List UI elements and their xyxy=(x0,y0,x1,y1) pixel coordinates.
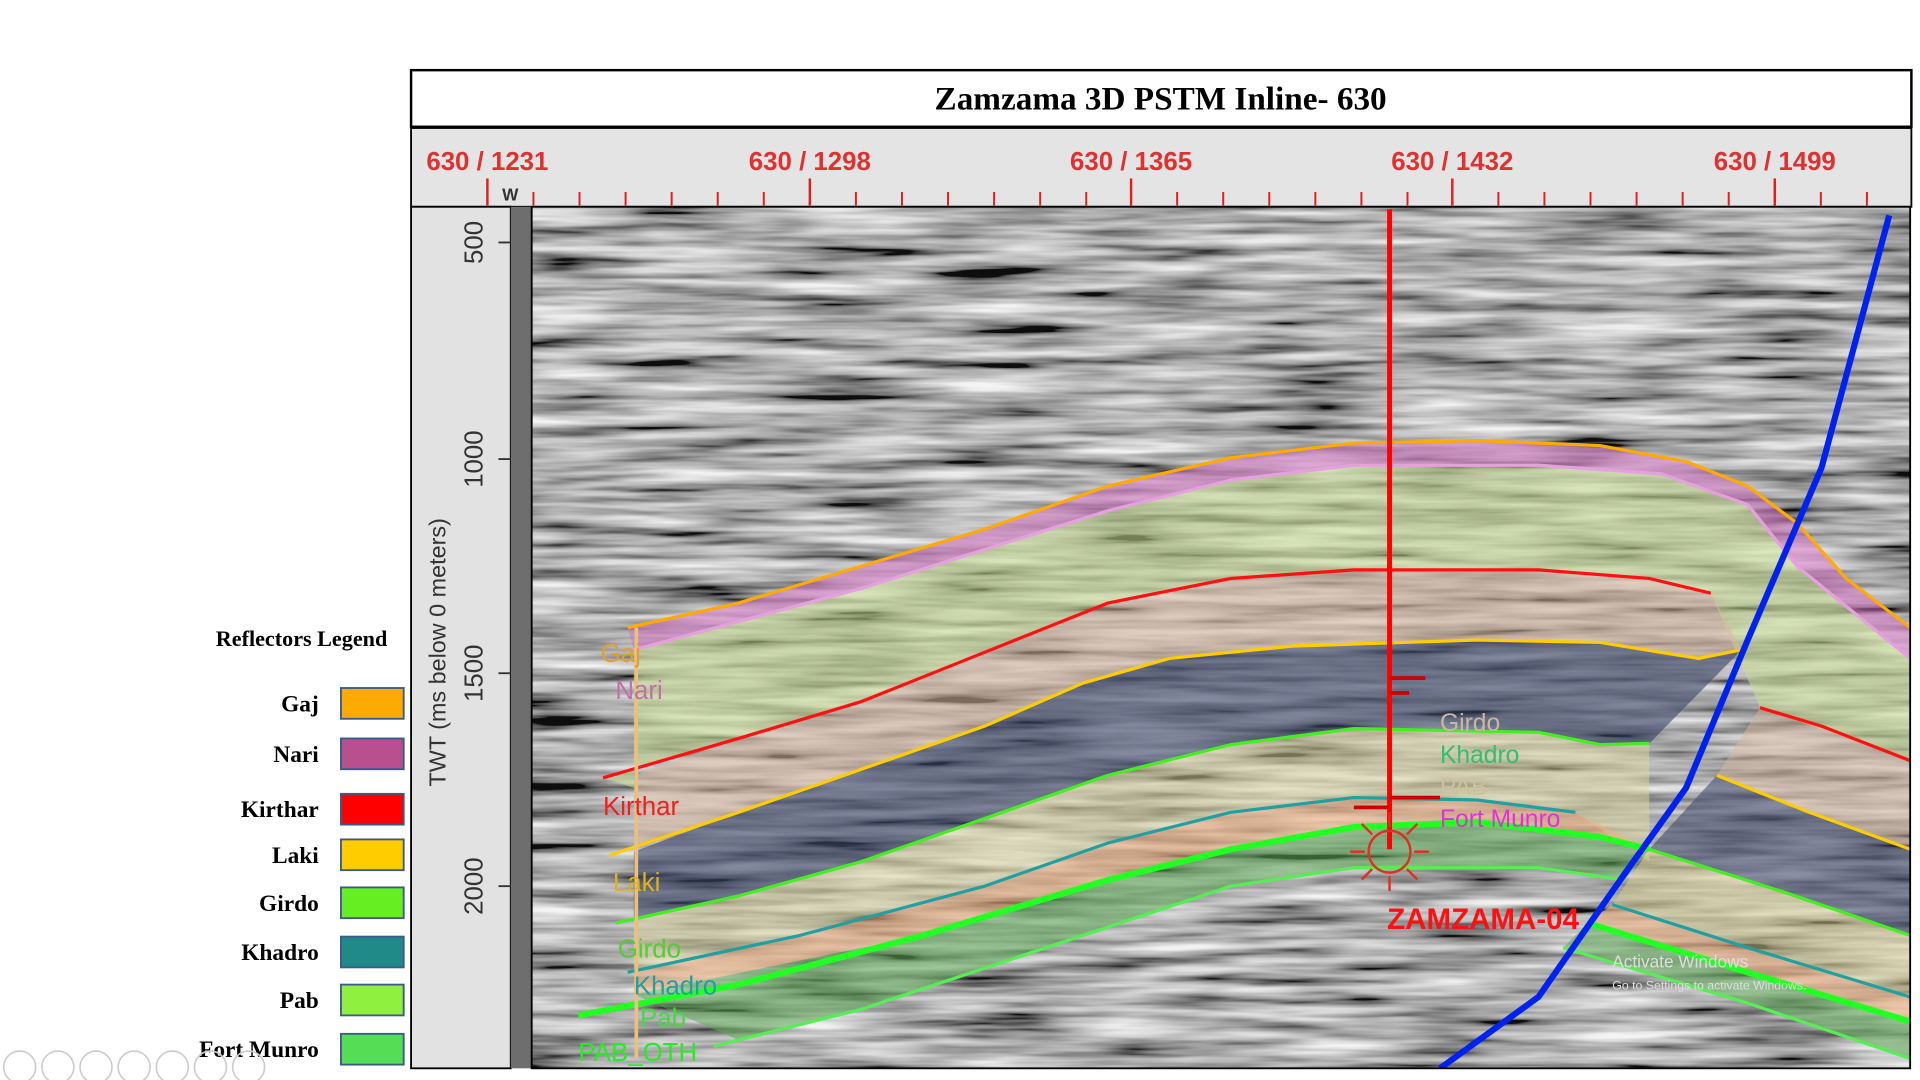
left-horizon-label: Nari xyxy=(615,677,662,705)
zoom-icon[interactable] xyxy=(155,1050,190,1080)
horizon-khadro xyxy=(627,795,1576,974)
x-tick-label: 630 / 1365 xyxy=(1070,148,1192,176)
well-symbol-icon xyxy=(1367,829,1412,874)
y-axis-bar xyxy=(510,206,532,1069)
x-axis-marker: W xyxy=(502,185,519,205)
well-horizon-label: PAB xyxy=(1440,774,1487,801)
horizon-girdoR xyxy=(1648,847,1911,937)
well-symbol-ray xyxy=(1360,868,1374,881)
left-horizon-label: Girdo xyxy=(618,936,681,964)
laki-band xyxy=(633,640,1742,921)
legend-label: Girdo xyxy=(259,891,319,917)
well-symbol-ray xyxy=(1406,868,1419,881)
x-axis-header xyxy=(410,127,1913,208)
well-name: ZAMZAMA-04 xyxy=(1387,903,1579,936)
x-tick-label: 630 / 1298 xyxy=(749,148,871,176)
y-tick-label: 500 xyxy=(460,221,488,264)
y-tick-label: 1500 xyxy=(460,644,488,701)
pab-band-right xyxy=(1563,923,1911,1059)
legend-swatch xyxy=(340,935,405,969)
well-symbol-ray xyxy=(1360,822,1374,836)
pab-band xyxy=(633,822,1650,1040)
slideshow-controls xyxy=(2,1050,266,1080)
legend-label: Khadro xyxy=(241,940,319,966)
seismic-section: ZAMZAMA-04 Gaj Nari Kirthar Laki Girdo Khadro… xyxy=(531,206,1911,1069)
girdo-band xyxy=(633,728,1650,970)
legend-swatch xyxy=(340,838,405,872)
horizon-pabR xyxy=(1586,920,1911,1025)
legend-label: Nari xyxy=(273,742,319,768)
section-title: Zamzama 3D PSTM Inline- 630 xyxy=(935,81,1387,118)
watermark-line1: Activate Windows xyxy=(1612,951,1748,971)
y-axis-ticks: 500 1000 1500 2000 xyxy=(460,221,511,915)
previous-icon[interactable] xyxy=(2,1050,37,1080)
legend-swatch xyxy=(340,1032,405,1066)
next-icon[interactable] xyxy=(41,1050,75,1080)
pen-icon[interactable] xyxy=(79,1050,113,1080)
left-horizon-label: Kirthar xyxy=(603,793,679,821)
reflectors-legend: Gaj Nari Kirthar Laki Girdo Khadro Pab Fort Mun… xyxy=(199,687,405,1066)
legend-swatch xyxy=(340,737,405,771)
horizon-fm xyxy=(713,866,1625,1048)
legend-swatch xyxy=(340,687,405,720)
legend-swatch xyxy=(340,792,405,826)
watermark-line2: Go to Settings to activate Windows. xyxy=(1612,979,1806,993)
x-axis-ticks: 630 / 1231 630 / 1298 630 / 1365 630 / 1432… xyxy=(426,148,1868,206)
left-horizon-label: Khadro xyxy=(634,972,717,1000)
horizon-laki xyxy=(608,638,1742,857)
horizon-kirtharR xyxy=(1759,706,1911,763)
legend-swatch xyxy=(340,886,405,920)
horizon-nari xyxy=(633,463,1911,660)
well-horizon-label: Khadro xyxy=(1440,742,1519,769)
khadro-band xyxy=(633,797,1650,995)
left-horizon-label: PAB_OTH xyxy=(578,1039,697,1067)
oligocene-band xyxy=(603,465,1911,788)
legend-label: Kirthar xyxy=(241,797,319,823)
well-horizon-label: Girdo xyxy=(1440,710,1500,737)
title-box xyxy=(409,68,1913,128)
left-horizon-label: Laki xyxy=(613,869,660,897)
horizon-kirthar xyxy=(602,568,1712,780)
x-tick-label: 630 / 1432 xyxy=(1391,148,1513,176)
legend-title: Reflectors Legend xyxy=(216,626,388,651)
left-horizon-label: Pab xyxy=(640,1004,686,1032)
y-tick-label: 2000 xyxy=(460,857,488,914)
legend-label: Laki xyxy=(272,843,319,869)
y-axis-label: TWT (ms below 0 meters) xyxy=(425,518,451,786)
horizon-fmR xyxy=(1562,946,1911,1060)
well-symbol-ray xyxy=(1406,822,1419,836)
subtitles-icon[interactable] xyxy=(193,1050,228,1080)
girdo-band-right xyxy=(1612,849,1911,997)
horizon-pab xyxy=(577,819,1650,1019)
horizon-lakiR xyxy=(1716,773,1911,851)
horizon-gaj xyxy=(627,439,1911,630)
y-axis-panel xyxy=(410,205,512,1070)
legend-label: Fort Munro xyxy=(199,1037,319,1063)
legend-label: Gaj xyxy=(281,691,319,717)
horizon-khadroR xyxy=(1611,903,1911,999)
slides-icon[interactable] xyxy=(117,1050,151,1080)
khadro-band-right xyxy=(1587,904,1911,1022)
x-tick-label: 630 / 1231 xyxy=(426,148,548,176)
well-horizon-label: Fort Munro xyxy=(1440,806,1560,833)
more-icon[interactable] xyxy=(231,1050,266,1080)
legend-label: Pab xyxy=(280,988,319,1014)
left-horizon-label: Gaj xyxy=(601,640,641,668)
x-tick-label: 630 / 1499 xyxy=(1714,148,1836,176)
y-tick-label: 1000 xyxy=(460,430,488,487)
horizon-girdo xyxy=(615,727,1650,925)
fault-line xyxy=(1438,214,1893,1069)
laki-band-right xyxy=(1649,775,1911,936)
legend-swatch xyxy=(340,983,405,1017)
